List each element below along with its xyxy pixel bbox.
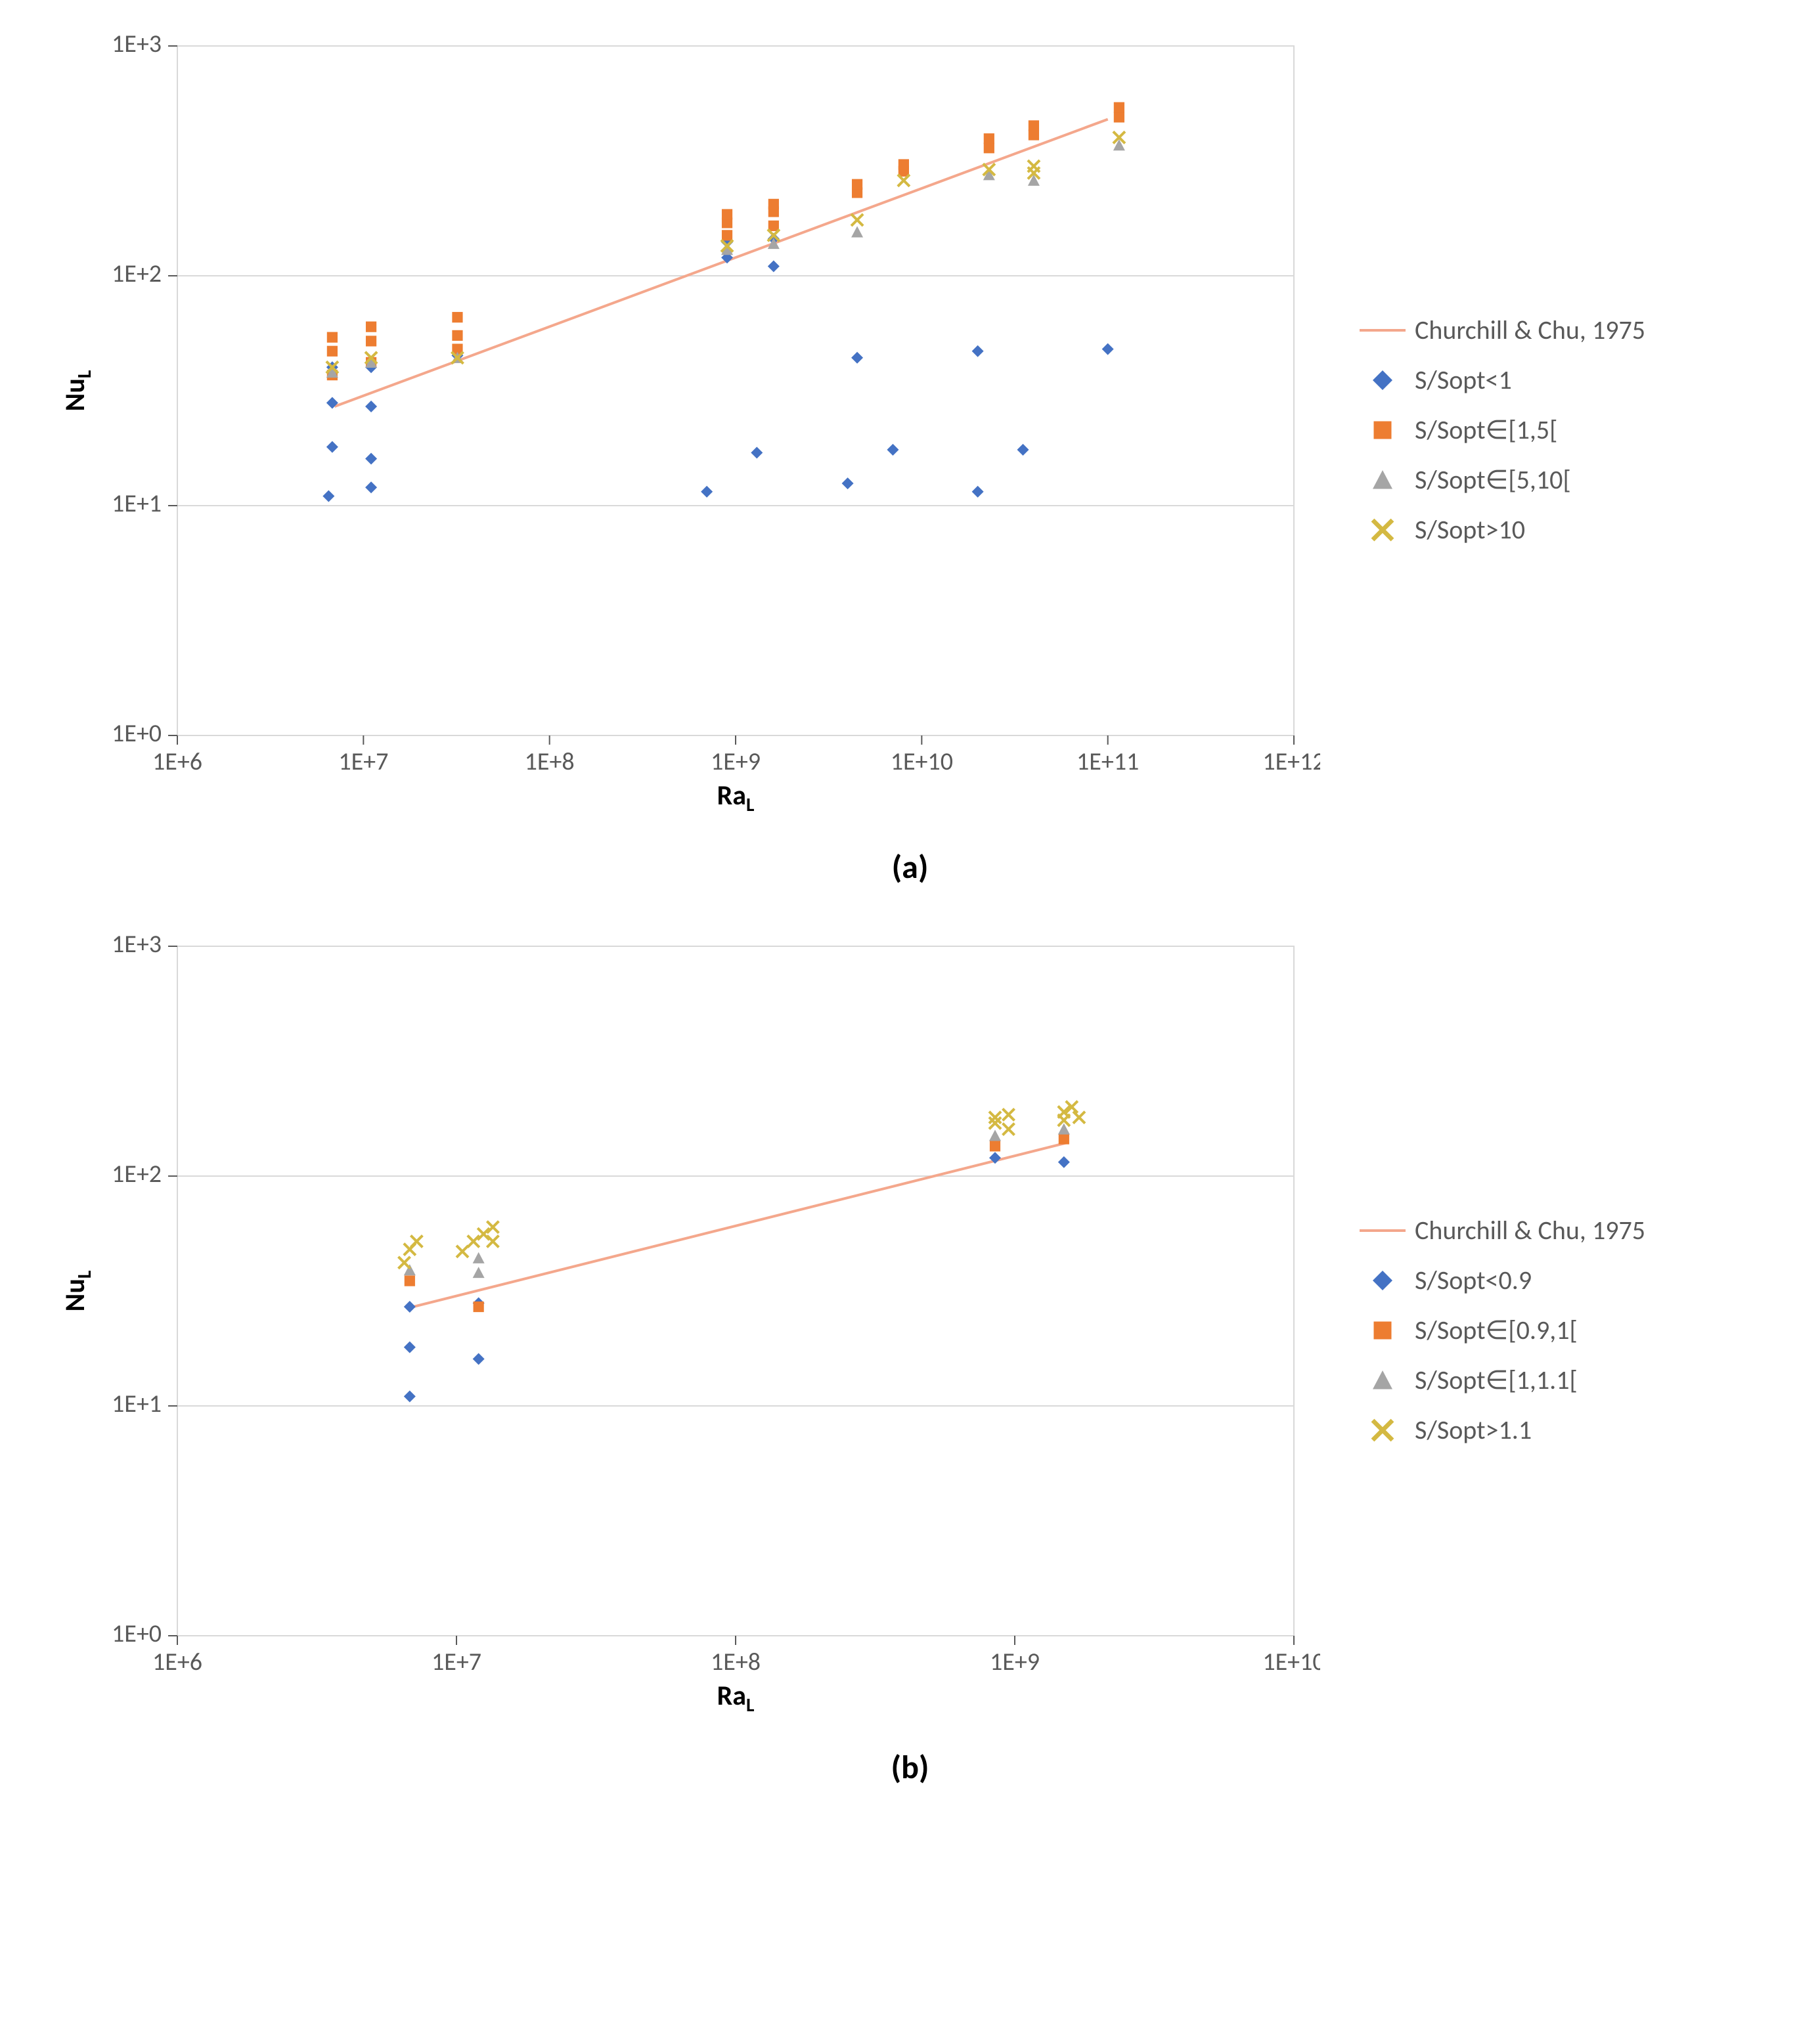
svg-text:1E+9: 1E+9 bbox=[711, 747, 761, 777]
panel-a-caption: (a) bbox=[53, 847, 1767, 887]
svg-text:1E+7: 1E+7 bbox=[338, 747, 388, 777]
svg-text:1E+2: 1E+2 bbox=[112, 259, 162, 289]
legend-label: Churchill & Chu, 1975 bbox=[1415, 305, 1645, 355]
legend-swatch bbox=[1360, 1229, 1406, 1232]
legend-swatch bbox=[1360, 1319, 1406, 1342]
svg-text:1E+11: 1E+11 bbox=[1076, 747, 1139, 777]
figure-page: 1E+01E+11E+21E+31E+61E+71E+81E+91E+101E+… bbox=[0, 0, 1820, 1879]
svg-text:RaL: RaL bbox=[717, 779, 755, 816]
svg-text:NuL: NuL bbox=[58, 1271, 96, 1312]
legend-swatch bbox=[1360, 1368, 1406, 1392]
legend-item: S/Sopt∈[5,10[ bbox=[1360, 455, 1645, 505]
svg-text:1E+3: 1E+3 bbox=[112, 29, 162, 59]
panel-b-block: 1E+0 1E+1 1E+2 1E+3 1E+6 1E+7 1E+8 1E+9 1E+10 RaL… bbox=[53, 927, 1767, 1734]
svg-text:1E+3: 1E+3 bbox=[112, 929, 162, 959]
legend-label: S/Sopt>10 bbox=[1415, 505, 1525, 555]
legend-label: S/Sopt>1.1 bbox=[1415, 1405, 1532, 1455]
svg-text:1E+8: 1E+8 bbox=[525, 747, 575, 777]
legend-swatch bbox=[1360, 468, 1406, 492]
svg-text:1E+2: 1E+2 bbox=[112, 1159, 162, 1189]
legend-item: S/Sopt∈[0.9,1[ bbox=[1360, 1305, 1645, 1355]
legend-swatch bbox=[1360, 418, 1406, 442]
panel-b-caption: (b) bbox=[53, 1747, 1767, 1787]
legend-item: S/Sopt∈[1,1.1[ bbox=[1360, 1355, 1645, 1405]
legend-swatch bbox=[1360, 1418, 1406, 1442]
panel-a-block: 1E+0 1E+1 1E+2 1E+3 1E+6 1E+7 1E+8 1E+9 1E+10 1E+… bbox=[53, 26, 1767, 834]
svg-text:1E+1: 1E+1 bbox=[112, 489, 162, 519]
legend-item: S/Sopt<0.9 bbox=[1360, 1256, 1645, 1305]
legend-label: S/Sopt∈[1,5[ bbox=[1415, 405, 1557, 455]
legend-label: S/Sopt<1 bbox=[1415, 355, 1512, 405]
legend-swatch bbox=[1360, 518, 1406, 542]
svg-text:1E+6: 1E+6 bbox=[152, 747, 202, 777]
legend-item: Churchill & Chu, 1975 bbox=[1360, 305, 1645, 355]
svg-text:1E+0: 1E+0 bbox=[112, 718, 162, 749]
legend-item: S/Sopt<1 bbox=[1360, 355, 1645, 405]
svg-text:1E+7: 1E+7 bbox=[432, 1647, 481, 1677]
legend-label: S/Sopt<0.9 bbox=[1415, 1256, 1532, 1305]
legend-swatch bbox=[1360, 329, 1406, 332]
legend-label: S/Sopt∈[0.9,1[ bbox=[1415, 1305, 1578, 1355]
legend-label: S/Sopt∈[5,10[ bbox=[1415, 455, 1571, 505]
svg-text:RaL: RaL bbox=[717, 1679, 755, 1717]
svg-text:1E+6: 1E+6 bbox=[152, 1647, 202, 1677]
svg-text:1E+9: 1E+9 bbox=[990, 1647, 1040, 1677]
legend-item: S/Sopt>1.1 bbox=[1360, 1405, 1645, 1455]
svg-text:1E+10: 1E+10 bbox=[891, 747, 953, 777]
svg-text:1E+1: 1E+1 bbox=[112, 1389, 162, 1419]
legend-swatch bbox=[1360, 368, 1406, 392]
svg-text:NuL: NuL bbox=[58, 370, 96, 412]
panel-b-legend: Churchill & Chu, 1975S/Sopt<0.9S/Sopt∈[0… bbox=[1360, 1206, 1645, 1455]
panel-a-chart: 1E+0 1E+1 1E+2 1E+3 1E+6 1E+7 1E+8 1E+9 1E+10 1E+… bbox=[53, 26, 1320, 834]
legend-item: S/Sopt>10 bbox=[1360, 505, 1645, 555]
legend-label: Churchill & Chu, 1975 bbox=[1415, 1206, 1645, 1256]
svg-text:1E+10: 1E+10 bbox=[1262, 1647, 1320, 1677]
legend-label: S/Sopt∈[1,1.1[ bbox=[1415, 1355, 1578, 1405]
panel-a-legend: Churchill & Chu, 1975S/Sopt<1S/Sopt∈[1,5… bbox=[1360, 305, 1645, 555]
legend-item: Churchill & Chu, 1975 bbox=[1360, 1206, 1645, 1256]
panel-b-chart: 1E+0 1E+1 1E+2 1E+3 1E+6 1E+7 1E+8 1E+9 1E+10 RaL… bbox=[53, 927, 1320, 1734]
legend-item: S/Sopt∈[1,5[ bbox=[1360, 405, 1645, 455]
svg-text:1E+0: 1E+0 bbox=[112, 1619, 162, 1649]
svg-text:1E+12: 1E+12 bbox=[1262, 747, 1320, 777]
svg-text:1E+8: 1E+8 bbox=[711, 1647, 761, 1677]
legend-swatch bbox=[1360, 1269, 1406, 1292]
